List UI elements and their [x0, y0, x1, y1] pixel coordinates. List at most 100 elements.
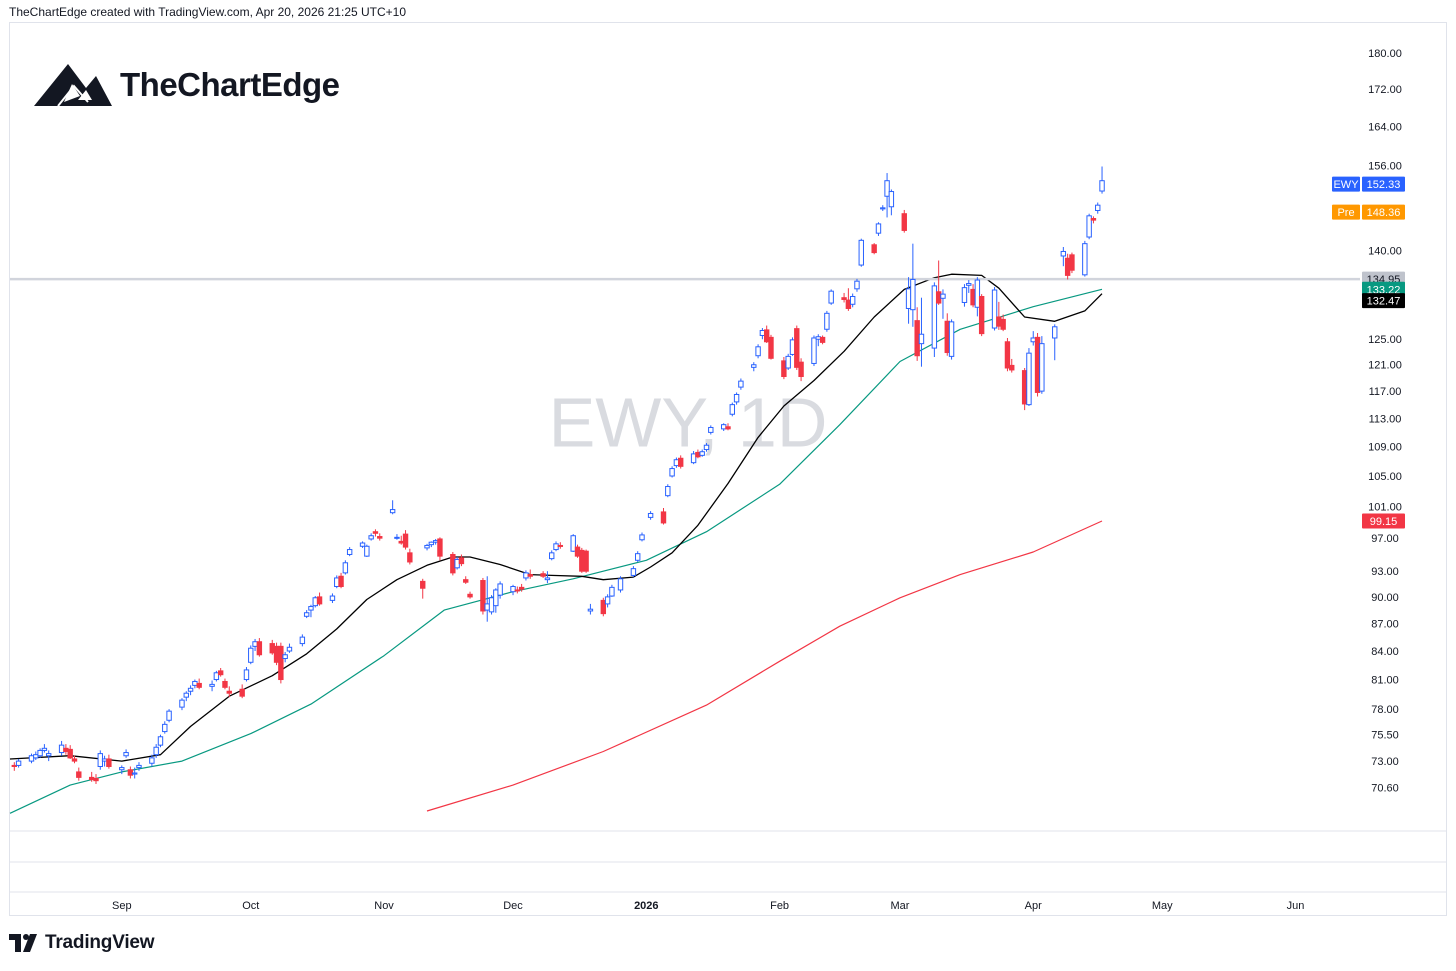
ma-50-line — [9, 288, 1103, 814]
candle-up — [41, 747, 48, 751]
price-tick-label: 113.00 — [1369, 413, 1402, 425]
candle-down — [763, 329, 770, 343]
time-tick-label: Mar — [890, 900, 909, 912]
candle-down — [278, 645, 284, 681]
candle-up — [299, 636, 306, 645]
candle-up — [733, 393, 740, 403]
price-tick-label: 81.00 — [1371, 675, 1399, 687]
candle-up — [1099, 180, 1105, 192]
symbol-watermark: EWY, 1D — [549, 383, 828, 461]
chartedge-mountain-logo-icon — [34, 64, 112, 107]
candle-up — [918, 333, 925, 345]
candle-up — [1082, 243, 1088, 276]
candle-up — [497, 583, 503, 596]
candle-down — [798, 361, 804, 378]
brand-logo: TheChartEdge — [34, 62, 340, 108]
candle-down — [398, 540, 404, 544]
brand-name: TheChartEdge — [120, 66, 340, 103]
time-tick-label: Jun — [1287, 900, 1305, 912]
time-axis[interactable]: Sep Oct Nov Dec 2026 Feb Mar Apr May Jun — [112, 900, 1304, 912]
candle-up — [1052, 326, 1058, 339]
candle-down — [402, 533, 409, 548]
candle-up — [166, 710, 172, 721]
price-tick-label: 70.60 — [1371, 782, 1399, 794]
candle-up — [183, 692, 189, 698]
candle-down — [420, 580, 426, 589]
candle-up — [1026, 352, 1032, 406]
candle-down — [76, 771, 82, 778]
price-tick-label: 90.00 — [1371, 592, 1399, 604]
candle-up — [884, 180, 890, 197]
time-tick-label: Sep — [112, 900, 132, 912]
candles — [11, 166, 1105, 784]
price-tick-label: 121.00 — [1368, 360, 1402, 372]
candle-up — [815, 336, 821, 340]
price-tick-label: 109.00 — [1368, 442, 1402, 454]
candle-up — [647, 512, 654, 518]
candle-up — [1030, 337, 1036, 343]
candle-down — [1004, 341, 1011, 369]
price-axis[interactable]: 180.00 172.00 164.00 156.00 140.00 125.00 121.… — [1368, 48, 1402, 794]
candle-down — [695, 451, 701, 458]
candle-up — [854, 280, 860, 290]
candle-down — [256, 641, 263, 656]
price-tick-label: 105.00 — [1368, 471, 1402, 483]
candle-up — [811, 337, 817, 364]
candle-up — [609, 586, 615, 597]
candle-up — [570, 535, 576, 552]
candle-up — [665, 486, 671, 497]
tradingview-brand: TradingView — [45, 932, 155, 953]
candle-up — [153, 746, 159, 756]
candle-up — [755, 346, 761, 357]
candle-down — [819, 336, 826, 343]
candle-up — [966, 283, 972, 286]
candle-down — [514, 589, 521, 592]
candle-up — [690, 453, 697, 464]
candle-down — [768, 336, 774, 359]
candle-down — [1021, 370, 1028, 405]
candle-down — [871, 244, 877, 254]
candle-up — [282, 654, 288, 660]
candle-up — [510, 586, 516, 593]
candle-up — [334, 577, 340, 588]
candle-down — [67, 748, 73, 759]
price-label-value: 99.15 — [1370, 516, 1398, 528]
candle-up — [192, 680, 198, 686]
candle-up — [1039, 343, 1045, 392]
candle-down — [437, 538, 443, 557]
candle-down — [106, 758, 112, 767]
candle-down — [407, 552, 413, 563]
price-label: 99.15 — [1362, 513, 1405, 529]
price-tick-label: 78.00 — [1371, 704, 1399, 716]
candle-up — [699, 451, 705, 456]
candle-down — [574, 546, 581, 557]
candle-up — [136, 764, 142, 769]
time-tick-label: Apr — [1025, 900, 1042, 912]
candle-up — [849, 296, 856, 305]
candle-up — [587, 608, 594, 612]
candle-down — [583, 550, 589, 572]
candle-up — [1060, 250, 1067, 257]
candle-up — [248, 647, 254, 663]
price-label-value: 152.33 — [1367, 179, 1401, 191]
candle-down — [1064, 257, 1071, 276]
candle-up — [101, 758, 108, 762]
candle-up — [303, 612, 310, 617]
candle-up — [617, 578, 624, 591]
price-label-box — [1362, 281, 1405, 297]
candle-up — [488, 597, 495, 613]
candle-down — [600, 599, 607, 615]
candle-down — [845, 299, 852, 309]
candle-down — [781, 360, 787, 378]
candle-down — [970, 288, 976, 306]
candle-up — [45, 753, 52, 757]
candle-up — [635, 553, 641, 561]
candle-up — [37, 749, 43, 757]
candle-down — [372, 531, 379, 534]
candle-down — [226, 690, 232, 694]
candle-up — [308, 606, 314, 611]
candle-up — [910, 278, 916, 311]
candle-up — [252, 641, 258, 647]
